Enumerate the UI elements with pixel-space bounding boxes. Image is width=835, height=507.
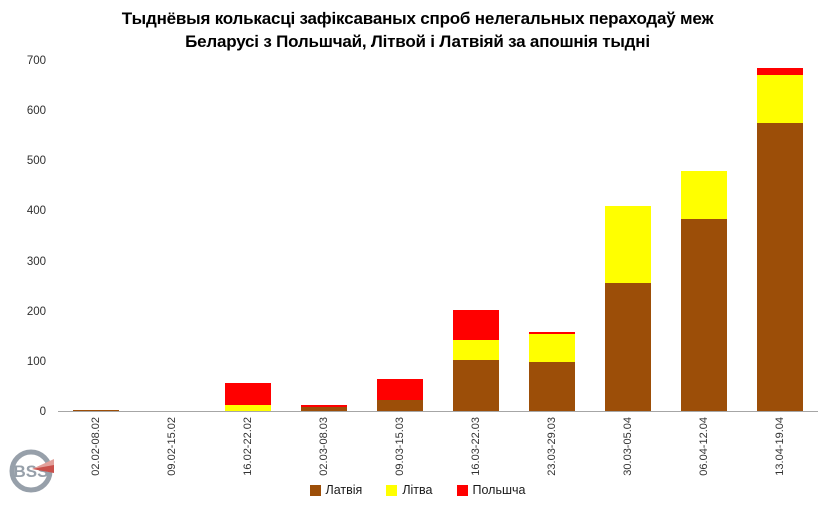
x-label-slot: 30.03-05.04 — [590, 417, 666, 483]
bar-segment-Літва — [529, 334, 575, 362]
x-label-slot: 02.02-08.02 — [58, 417, 134, 483]
legend-swatch-icon — [456, 484, 468, 496]
bar-09.03-15.03 — [377, 379, 423, 411]
x-tick-label: 02.03-08.03 — [318, 417, 330, 476]
x-tick-label: 16.02-22.02 — [242, 417, 254, 476]
bar-02.02-08.02 — [73, 409, 119, 411]
bar-slot — [514, 60, 590, 411]
y-tick-label: 700 — [26, 55, 46, 67]
plot-area — [58, 60, 818, 412]
legend-label: Латвія — [325, 483, 363, 497]
bar-segment-Літва — [605, 206, 651, 284]
bar-segment-Літва — [757, 75, 803, 123]
bar-slot — [666, 60, 742, 411]
x-label-slot: 13.04-19.04 — [742, 417, 818, 483]
bar-segment-Латвія — [301, 407, 347, 411]
legend-swatch-icon — [309, 484, 321, 496]
chart-title-line2: Беларусі з Польшчай, Літвой і Латвіяй за… — [185, 32, 650, 51]
bar-segment-Польшча — [377, 379, 423, 400]
bar-slot — [210, 60, 286, 411]
y-tick-label: 500 — [26, 155, 46, 168]
x-label-slot: 16.02-22.02 — [210, 417, 286, 483]
y-tick-label: 200 — [26, 305, 46, 318]
bar-segment-Латвія — [605, 283, 651, 411]
x-axis: 02.02-08.02 09.02-15.02 16.02-22.02 02.03-0… — [58, 417, 818, 483]
bar-segment-Латвія — [377, 399, 423, 411]
x-label-slot: 06.04-12.04 — [666, 417, 742, 483]
bar-segment-Латвія — [529, 361, 575, 411]
bar-segment-Літва — [225, 405, 271, 411]
bar-segment-Польшча — [757, 67, 803, 76]
bar-slot — [362, 60, 438, 411]
x-tick-label: 23.03-29.03 — [546, 417, 558, 476]
x-label-slot: 09.03-15.03 — [362, 417, 438, 483]
x-tick-label: 16.03-22.03 — [470, 417, 482, 476]
bar-segment-Латвія — [73, 409, 119, 411]
x-label-slot: 16.03-22.03 — [438, 417, 514, 483]
legend-item-Літва: Літва — [386, 483, 433, 497]
legend-item-Польшча: Польшча — [456, 483, 526, 497]
bar-slot — [438, 60, 514, 411]
y-tick-label: 400 — [26, 205, 46, 218]
bar-segment-Латвія — [757, 122, 803, 411]
x-label-slot: 23.03-29.03 — [514, 417, 590, 483]
bar-segment-Латвія — [453, 359, 499, 411]
x-tick-label: 09.02-15.02 — [166, 417, 178, 476]
bar-segment-Літва — [453, 339, 499, 360]
y-tick-label: 600 — [26, 105, 46, 118]
y-tick-label: 100 — [26, 355, 46, 368]
bar-segment-Літва — [681, 171, 727, 220]
x-tick-label: 30.03-05.04 — [622, 417, 634, 476]
bar-slot — [286, 60, 362, 411]
y-tick-label: 300 — [26, 255, 46, 268]
bar-segment-Польшча — [453, 309, 499, 340]
bar-segment-Польшча — [301, 405, 347, 407]
x-tick-label: 02.02-08.02 — [90, 417, 102, 476]
x-tick-label: 06.04-12.04 — [698, 417, 710, 476]
bar-02.03-08.03 — [301, 405, 347, 411]
legend: Латвія Літва Польшча — [0, 481, 835, 499]
bar-13.04-19.04 — [757, 67, 803, 411]
x-label-slot: 02.03-08.03 — [286, 417, 362, 483]
x-label-slot: 09.02-15.02 — [134, 417, 210, 483]
y-axis: 0 100 200 300 400 500 600 700 — [0, 55, 52, 418]
bar-segment-Латвія — [681, 219, 727, 411]
legend-label: Польшча — [472, 483, 526, 497]
bar-30.03-05.04 — [605, 206, 651, 411]
bar-23.03-29.03 — [529, 331, 575, 411]
bar-slot — [742, 60, 818, 411]
bar-segment-Польшча — [529, 331, 575, 335]
legend-label: Літва — [402, 483, 433, 497]
bss-logo-icon: BSS — [9, 449, 54, 493]
bar-16.02-22.02 — [225, 382, 271, 411]
y-tick-label: 0 — [39, 406, 46, 418]
legend-item-Латвія: Латвія — [309, 483, 363, 497]
bar-segment-Польшча — [225, 382, 271, 406]
bar-slot — [58, 60, 134, 411]
chart-title-line1: Тыднёвыя колькасці зафіксаваных спроб не… — [121, 9, 714, 28]
x-tick-label: 13.04-19.04 — [774, 417, 786, 476]
bar-slot — [134, 60, 210, 411]
legend-swatch-icon — [386, 484, 398, 496]
chart-title: Тыднёвыя колькасці зафіксаваных спроб не… — [30, 7, 805, 53]
x-tick-label: 09.03-15.03 — [394, 417, 406, 476]
bar-06.04-12.04 — [681, 171, 727, 411]
bar-16.03-22.03 — [453, 309, 499, 411]
logo-wedge-dark — [32, 465, 54, 473]
bar-slot — [590, 60, 666, 411]
